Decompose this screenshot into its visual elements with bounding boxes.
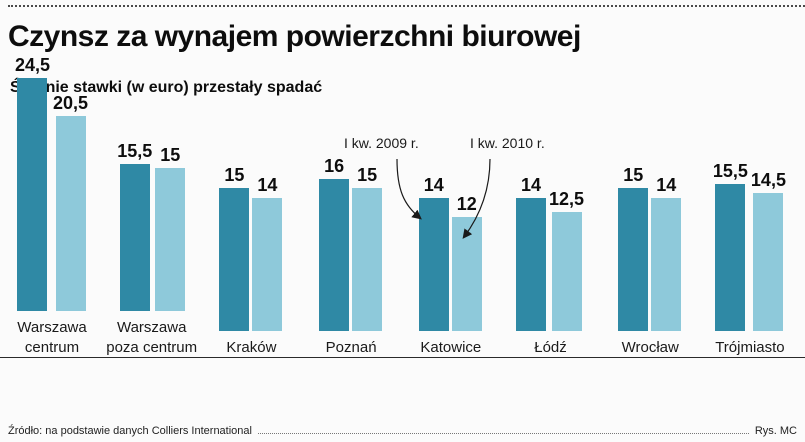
source-note: Źródło: na podstawie danych Colliers Int… (8, 425, 252, 437)
bar-column: 15 (219, 164, 250, 331)
bar-pair: 15,5 14,5 (713, 79, 786, 331)
category-label: Poznań (325, 338, 377, 356)
bar-column: 14 (651, 174, 682, 331)
bar-series-1 (17, 78, 48, 311)
top-dotted-rule (8, 5, 805, 7)
legend-annotation-2009: I kw. 2009 r. (344, 135, 419, 151)
bar-column: 20,5 (53, 93, 88, 311)
footer: Źródło: na podstawie danych Colliers Int… (8, 425, 797, 437)
bar-pair: 14 12 (418, 79, 482, 331)
bar-group: 15 14 Wrocław (618, 79, 682, 358)
bar-value-label: 14,5 (750, 169, 786, 190)
bar-series-2 (451, 216, 482, 331)
bar-group: 15,5 14,5 Trójmiasto (713, 79, 786, 358)
bar-column: 24,5 (15, 55, 50, 311)
bar-column: 14,5 (751, 170, 786, 331)
bar-series-2 (352, 187, 383, 331)
bar-column: 14 (418, 174, 449, 331)
legend-annotation-2010: I kw. 2010 r. (470, 135, 545, 151)
bar-value-label: 15 (160, 145, 181, 165)
category-label: Kraków (226, 338, 277, 356)
bar-column: 14 (516, 175, 546, 331)
bar-column: 15 (155, 145, 186, 311)
category-label: Katowice (420, 338, 482, 356)
category-label: Wrocław (621, 338, 679, 356)
bar-column: 12,5 (549, 189, 584, 331)
bar-series-2 (55, 116, 86, 311)
bar-pair: 16 15 (319, 79, 383, 331)
bar-group: 14 12,5 Łódź (516, 79, 584, 358)
bar-series-2 (252, 197, 283, 331)
bar-value-label: 15,5 (117, 141, 153, 161)
bar-value-label: 15 (623, 164, 644, 185)
category-label: Warszawa poza centrum (106, 319, 198, 356)
bar-series-1 (418, 197, 449, 331)
bar-series-1 (715, 183, 746, 331)
bar-column: 14 (252, 174, 283, 331)
footer-dotted-rule (257, 433, 749, 434)
bar-value-label: 20,5 (53, 93, 89, 113)
bar-series-2 (155, 168, 186, 311)
bar-chart: 24,5 20,5 Warszawa centrum 15,5 15 Warszawa p… (0, 55, 805, 421)
credit-note: Rys. MC (754, 425, 797, 437)
bar-group: 24,5 20,5 Warszawa centrum (15, 55, 88, 357)
chart-subtitle: Średnie stawki (w euro) przestały spadać (10, 79, 323, 96)
bar-group: 15 14 Kraków (219, 79, 283, 358)
bar-series-2 (551, 211, 582, 331)
bar-value-label: 14 (423, 174, 444, 195)
chart-plot-area: 24,5 20,5 Warszawa centrum 15,5 15 Warszawa p… (0, 55, 805, 358)
bar-series-1 (119, 164, 150, 311)
bar-series-1 (618, 187, 649, 331)
bar-pair: 14 12,5 (516, 79, 584, 331)
bar-group: 14 12 Katowice (418, 79, 482, 358)
bar-pair: 15,5 15 (117, 59, 186, 311)
bar-value-label: 15,5 (712, 160, 748, 181)
bar-value-label: 15 (357, 164, 378, 185)
bar-value-label: 12 (456, 193, 477, 214)
bar-group: 16 15 Poznań (319, 79, 383, 358)
bar-pair: 15 14 (219, 79, 283, 331)
bar-pair: 15 14 (618, 79, 682, 331)
bar-group: 15,5 15 Warszawa poza centrum (106, 59, 197, 357)
bar-series-1 (516, 197, 546, 331)
bar-value-label: 14 (656, 174, 677, 195)
bar-value-label: 15 (224, 164, 245, 185)
bar-column: 15,5 (713, 161, 748, 331)
bar-value-label: 24,5 (14, 55, 50, 75)
bar-pair: 24,5 20,5 (15, 55, 88, 311)
bar-column: 15 (352, 164, 383, 331)
bar-column: 15 (618, 164, 649, 331)
category-label: Trójmiasto (715, 338, 785, 356)
bar-column: 16 (319, 155, 350, 331)
bar-series-2 (651, 197, 682, 331)
category-label: Łódź (534, 338, 567, 356)
bar-value-label: 16 (324, 155, 345, 176)
bar-value-label: 14 (520, 174, 542, 195)
bar-column: 15,5 (117, 141, 152, 311)
category-label: Warszawa centrum (17, 319, 87, 356)
bar-series-2 (753, 192, 784, 331)
bar-value-label: 14 (257, 174, 278, 195)
bar-column: 12 (451, 193, 482, 331)
page-title: Czynsz za wynajem powierzchni biurowej (8, 20, 581, 53)
bar-value-label: 12,5 (549, 188, 585, 209)
bar-series-1 (219, 187, 250, 331)
bar-series-1 (319, 178, 350, 331)
